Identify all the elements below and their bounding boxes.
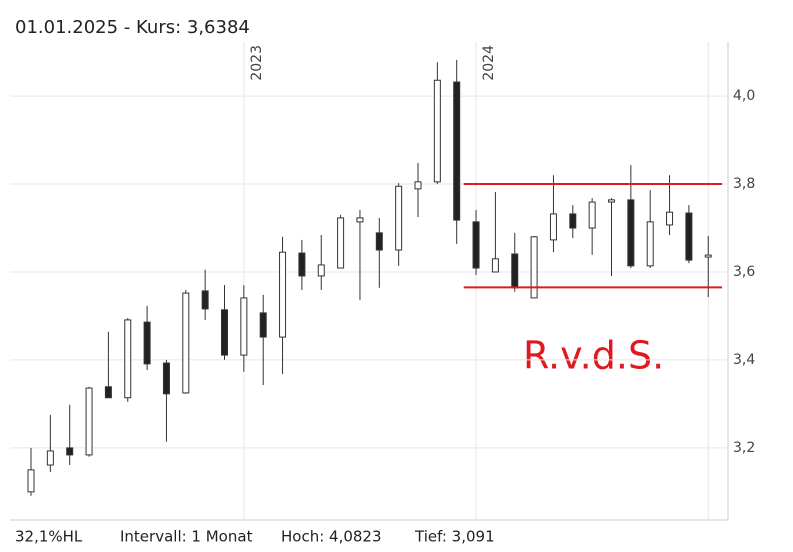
candle-body xyxy=(317,264,325,277)
chart-title: 01.01.2025 - Kurs: 3,6384 xyxy=(15,17,250,38)
candle-body xyxy=(375,232,383,251)
x-tick-label: 2024 xyxy=(481,45,497,81)
candle-body xyxy=(85,387,93,456)
y-tick-label: 4,0 xyxy=(733,88,755,104)
candle-body xyxy=(182,292,190,394)
candle-body xyxy=(298,252,306,277)
candle-body xyxy=(356,217,364,223)
y-tick-label: 3,6 xyxy=(733,264,755,280)
candle-body xyxy=(201,290,209,310)
candle-body xyxy=(627,199,635,267)
candle-body xyxy=(337,217,345,269)
candle-body xyxy=(608,199,615,203)
annotation: R.v.d.S. xyxy=(523,334,664,378)
candle-body xyxy=(221,309,228,356)
candle-body xyxy=(549,213,557,241)
candle-body xyxy=(646,221,654,267)
candle-body xyxy=(414,181,422,190)
candle-body xyxy=(124,319,132,399)
candle-body xyxy=(685,212,693,261)
candle-body xyxy=(472,221,480,269)
candle-body xyxy=(27,469,35,493)
candle-body xyxy=(588,201,596,229)
candle-body xyxy=(259,312,267,338)
footer-text: 32,1%HL xyxy=(15,528,83,546)
candle-body xyxy=(143,321,151,365)
candle-body xyxy=(530,236,538,299)
footer-text: Hoch: 4,0823 xyxy=(281,528,382,546)
candle-body xyxy=(453,81,461,221)
candle-body xyxy=(704,254,712,258)
y-tick-label: 3,2 xyxy=(733,440,755,456)
footer-text: Tief: 3,091 xyxy=(414,528,495,546)
candle-body xyxy=(162,362,170,395)
y-tick-label: 3,4 xyxy=(733,352,755,368)
candle-body xyxy=(433,79,441,183)
candle-body xyxy=(240,297,248,356)
candle-body xyxy=(104,386,112,399)
candle-body xyxy=(491,258,499,273)
candle-body xyxy=(511,253,519,289)
y-tick-label: 3,8 xyxy=(733,176,755,192)
candle-body xyxy=(569,213,577,229)
candle-body xyxy=(395,185,403,251)
candle-body xyxy=(279,251,287,338)
candle-body xyxy=(66,447,74,456)
x-tick-label: 2023 xyxy=(249,45,265,81)
candle-body xyxy=(46,450,54,466)
footer-text: Intervall: 1 Monat xyxy=(120,528,253,546)
candle-body xyxy=(666,211,674,226)
